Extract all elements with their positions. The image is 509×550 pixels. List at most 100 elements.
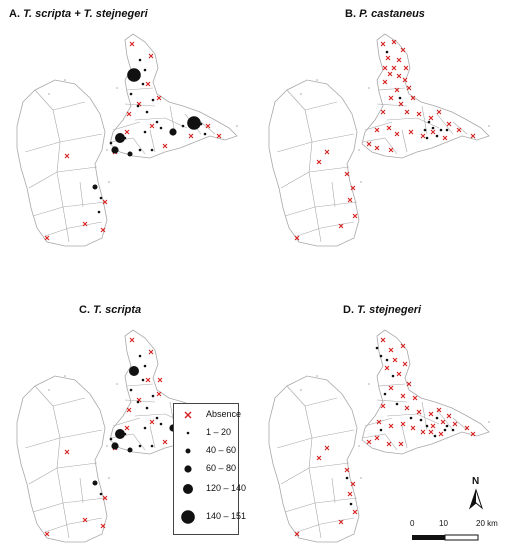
absence-marker (64, 449, 70, 455)
commune-boundary (296, 227, 322, 237)
legend-item-size-4: 120 – 140 (174, 480, 246, 498)
presence-marker (111, 146, 119, 154)
absence-marker (404, 109, 410, 115)
commune-boundary (284, 502, 316, 513)
absence-marker (188, 133, 194, 139)
commune-boundary (308, 462, 350, 469)
absence-marker (205, 123, 211, 129)
legend-item-size-5: 140 – 151 (174, 504, 246, 530)
presence-marker (111, 442, 119, 450)
island-outline (268, 79, 360, 247)
absence-marker (438, 431, 444, 437)
commune-boundary (52, 101, 86, 111)
absence-marker (470, 133, 476, 139)
north-label: N (472, 476, 480, 487)
absence-marker (420, 133, 426, 139)
commune-boundary (52, 109, 61, 143)
absence-marker (446, 413, 452, 419)
absence-marker (352, 213, 358, 219)
presence-marker (145, 110, 149, 114)
presence-marker (129, 92, 133, 96)
absence-marker (44, 531, 50, 537)
absence-marker (420, 429, 426, 435)
dot-icon (184, 465, 192, 473)
islet (358, 445, 360, 447)
absence-marker (216, 133, 222, 139)
presence-marker (143, 364, 147, 368)
absence-marker (416, 409, 422, 415)
commune-boundary (62, 502, 70, 539)
legend-label: 1 – 20 (206, 427, 232, 437)
commune-boundary (32, 206, 64, 217)
absence-marker (394, 131, 400, 137)
presence-marker (151, 394, 155, 398)
commune-boundary (59, 429, 103, 439)
islet (48, 389, 50, 391)
legend-label: 140 – 151 (206, 511, 247, 521)
presence-marker (385, 50, 389, 54)
absence-marker (350, 481, 356, 487)
absence-marker (400, 343, 406, 349)
presence-marker (136, 400, 140, 404)
commune-boundary (134, 117, 166, 121)
presence-marker (375, 346, 379, 350)
presence-marker (155, 416, 159, 420)
absence-marker (408, 129, 414, 135)
presence-marker (129, 366, 139, 376)
presence-marker (97, 210, 101, 214)
presence-marker (398, 96, 402, 100)
commune-boundary (149, 129, 156, 153)
north-arrow: N (466, 476, 486, 512)
island-outline (268, 375, 360, 543)
commune-boundary (280, 171, 310, 189)
scale-bar: 0 10 20 km (402, 516, 506, 550)
absence-marker (126, 111, 132, 117)
islet (116, 87, 118, 89)
commune-boundary (126, 87, 154, 91)
commune-boundary (276, 141, 313, 153)
commune-boundary (320, 517, 355, 525)
presence-marker (141, 82, 145, 86)
absence-marker (316, 159, 322, 165)
absence-marker (64, 153, 70, 159)
panel-species: T. scripta + T. stejnegeri (23, 8, 148, 20)
presence-marker (109, 437, 113, 441)
absence-marker (148, 53, 154, 59)
island-map (16, 33, 238, 247)
presence-marker (143, 426, 147, 430)
commune-boundary (56, 141, 61, 173)
absence-marker (162, 439, 168, 445)
commune-boundary (52, 405, 61, 439)
absence-marker (324, 149, 330, 155)
presence-marker (159, 422, 163, 426)
absence-marker (366, 141, 372, 147)
commune-boundary (320, 221, 355, 229)
commune-boundary (308, 437, 313, 469)
absence-marker (149, 419, 155, 425)
absence-marker (129, 41, 135, 47)
absence-marker (338, 519, 344, 525)
absence-marker (380, 337, 386, 343)
presence-marker (349, 502, 353, 506)
commune-boundary (314, 206, 322, 243)
scale-tick-label: 20 km (476, 519, 498, 528)
absence-marker (436, 407, 442, 413)
commune-boundary (62, 206, 70, 243)
presence-marker (138, 444, 142, 448)
commune-boundary (304, 109, 313, 143)
commune-boundary (304, 101, 338, 111)
absence-marker (338, 223, 344, 229)
islet (358, 149, 360, 151)
absence-marker (82, 517, 88, 523)
islet (488, 421, 490, 423)
absence-marker (430, 129, 436, 135)
absence-marker (388, 95, 394, 101)
island-outline (361, 329, 490, 455)
presence-marker (159, 126, 163, 130)
absence-marker (452, 421, 458, 427)
presence-marker (445, 128, 449, 132)
absence-marker (410, 425, 416, 431)
absence-marker (102, 495, 108, 501)
absence-marker (391, 65, 397, 71)
dot-icon (185, 448, 191, 454)
